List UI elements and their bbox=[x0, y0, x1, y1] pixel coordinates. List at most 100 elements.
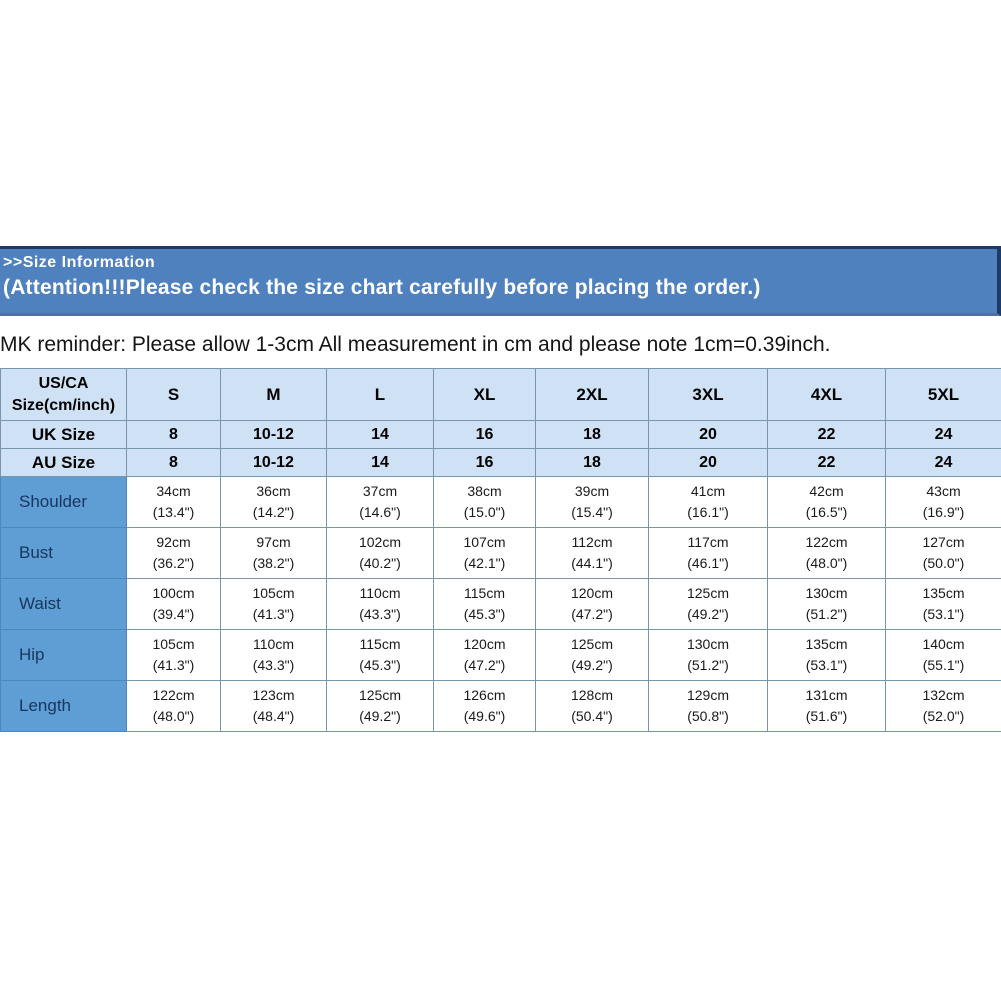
column-header-size: M bbox=[220, 368, 327, 421]
measurement-value: 97cm (38.2") bbox=[220, 527, 327, 579]
cm-value: 140cm bbox=[922, 636, 965, 652]
measurement-value: 130cm (51.2") bbox=[648, 629, 768, 681]
cm-value: 125cm bbox=[358, 687, 402, 703]
cm-value: 100cm bbox=[152, 585, 195, 601]
cm-value: 36cm bbox=[256, 483, 291, 499]
size-table: US/CA Size(cm/inch) S M L XL 2XL 3XL 4XL 5XL UK S… bbox=[0, 368, 1001, 732]
measurement-value: 115cm (45.3") bbox=[433, 578, 536, 630]
measurement-value: 132cm (52.0") bbox=[885, 680, 1001, 732]
size-value: 10-12 bbox=[220, 448, 327, 477]
measurement-value: 100cm (39.4") bbox=[126, 578, 221, 630]
measurement-value: 110cm (43.3") bbox=[326, 578, 434, 630]
inch-value: (53.1") bbox=[922, 606, 965, 622]
inch-value: (43.3") bbox=[252, 657, 295, 673]
table-row: Bust 92cm (36.2") 97cm (38.2") 102cm (40.2") 10… bbox=[0, 527, 1001, 579]
inch-value: (51.2") bbox=[805, 606, 848, 622]
table-row: Hip 105cm (41.3") 110cm (43.3") 115cm (45.3") 1… bbox=[0, 629, 1001, 681]
inch-value: (45.3") bbox=[463, 606, 506, 622]
table-row: AU Size 8 10-12 14 16 18 20 22 24 bbox=[0, 448, 1001, 477]
table-row: Length 122cm (48.0") 123cm (48.4") 125cm (49.2… bbox=[0, 680, 1001, 732]
inch-value: (48.0") bbox=[152, 708, 195, 724]
cm-value: 115cm bbox=[464, 585, 505, 601]
measurement-value: 123cm (48.4") bbox=[220, 680, 327, 732]
table-header-row: US/CA Size(cm/inch) S M L XL 2XL 3XL 4XL 5XL bbox=[0, 368, 1001, 421]
cm-value: 130cm bbox=[686, 636, 730, 652]
inch-value: (36.2") bbox=[152, 555, 195, 571]
row-label: UK Size bbox=[0, 420, 127, 449]
measurement-value: 129cm (50.8") bbox=[648, 680, 768, 732]
cm-value: 112cm bbox=[571, 534, 613, 550]
cm-value: 43cm bbox=[926, 483, 961, 499]
size-value: 24 bbox=[885, 448, 1001, 477]
cm-value: 122cm bbox=[152, 687, 195, 703]
inch-value: (50.0") bbox=[922, 555, 965, 571]
row-label: Waist bbox=[0, 578, 127, 630]
cm-value: 130cm bbox=[805, 585, 848, 601]
cm-value: 120cm bbox=[570, 585, 614, 601]
size-value: 18 bbox=[535, 420, 649, 449]
column-header-size: 5XL bbox=[885, 368, 1001, 421]
cm-value: 97cm bbox=[256, 534, 291, 550]
cm-value: 38cm bbox=[467, 483, 502, 499]
measurement-value: 36cm (14.2") bbox=[220, 476, 327, 528]
inch-value: (16.5") bbox=[805, 504, 848, 520]
measurement-value: 37cm (14.6") bbox=[326, 476, 434, 528]
cm-value: 127cm bbox=[922, 534, 965, 550]
size-value: 18 bbox=[535, 448, 649, 477]
cm-value: 42cm bbox=[809, 483, 844, 499]
column-header-size: 3XL bbox=[648, 368, 768, 421]
attention-notice: (Attention!!!Please check the size chart… bbox=[3, 276, 761, 299]
size-value: 14 bbox=[326, 448, 434, 477]
inch-value: (55.1") bbox=[922, 657, 965, 673]
inch-value: (15.0") bbox=[463, 504, 506, 520]
size-value: 20 bbox=[648, 448, 768, 477]
cm-value: 129cm bbox=[686, 687, 730, 703]
inch-value: (44.1") bbox=[571, 555, 613, 571]
cm-value: 135cm bbox=[922, 585, 965, 601]
cm-value: 34cm bbox=[156, 483, 191, 499]
measurement-value: 135cm (53.1") bbox=[767, 629, 886, 681]
cm-value: 107cm bbox=[463, 534, 506, 550]
measurement-value: 105cm (41.3") bbox=[126, 629, 221, 681]
row-label: Length bbox=[0, 680, 127, 732]
measurement-value: 110cm (43.3") bbox=[220, 629, 327, 681]
measurement-value: 38cm (15.0") bbox=[433, 476, 536, 528]
measurement-reminder: MK reminder: Please allow 1-3cm All meas… bbox=[0, 333, 831, 356]
measurement-value: 128cm (50.4") bbox=[535, 680, 649, 732]
measurement-value: 120cm (47.2") bbox=[535, 578, 649, 630]
cm-value: 132cm bbox=[922, 687, 965, 703]
cm-value: 125cm bbox=[570, 636, 614, 652]
cm-value: 131cm bbox=[805, 687, 848, 703]
measurement-value: 42cm (16.5") bbox=[767, 476, 886, 528]
size-value: 8 bbox=[126, 420, 221, 449]
measurement-value: 130cm (51.2") bbox=[767, 578, 886, 630]
table-row: Waist 100cm (39.4") 105cm (41.3") 110cm (43.3"… bbox=[0, 578, 1001, 630]
cm-value: 41cm bbox=[690, 483, 726, 499]
cm-value: 115cm bbox=[359, 636, 401, 652]
cm-value: 110cm bbox=[359, 585, 401, 601]
inch-value: (38.2") bbox=[252, 555, 295, 571]
inch-value: (14.2") bbox=[252, 504, 295, 520]
column-header-size: XL bbox=[433, 368, 536, 421]
size-info-banner: >>Size Information (Attention!!!Please c… bbox=[0, 246, 1001, 316]
inch-value: (41.3") bbox=[252, 606, 295, 622]
measurement-value: 102cm (40.2") bbox=[326, 527, 434, 579]
measurement-value: 125cm (49.2") bbox=[535, 629, 649, 681]
size-value: 10-12 bbox=[220, 420, 327, 449]
inch-value: (47.2") bbox=[463, 657, 506, 673]
cm-value: 39cm bbox=[574, 483, 610, 499]
cm-value: 120cm bbox=[463, 636, 506, 652]
measurement-value: 122cm (48.0") bbox=[126, 680, 221, 732]
inch-value: (48.4") bbox=[252, 708, 295, 724]
size-value: 22 bbox=[767, 420, 886, 449]
table-row: Shoulder 34cm (13.4") 36cm (14.2") 37cm (14.6"… bbox=[0, 476, 1001, 528]
inch-value: (13.4") bbox=[152, 504, 195, 520]
column-header-size: 4XL bbox=[767, 368, 886, 421]
measurement-value: 112cm (44.1") bbox=[535, 527, 649, 579]
inch-value: (43.3") bbox=[359, 606, 401, 622]
size-value: 24 bbox=[885, 420, 1001, 449]
size-value: 16 bbox=[433, 420, 536, 449]
inch-value: (16.9") bbox=[922, 504, 965, 520]
inch-value: (39.4") bbox=[152, 606, 195, 622]
inch-value: (42.1") bbox=[463, 555, 506, 571]
